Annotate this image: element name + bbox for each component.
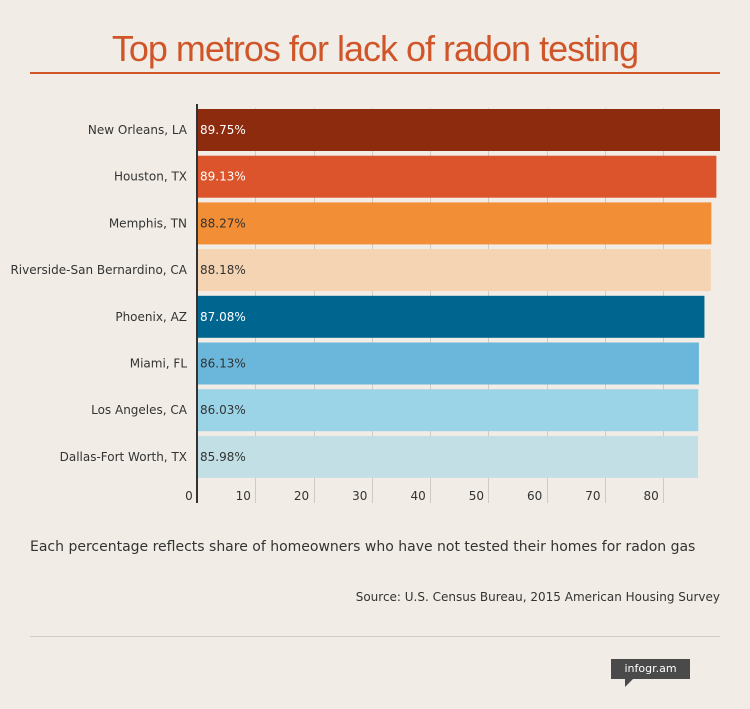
category-label: Riverside-San Bernardino, CA xyxy=(10,263,187,277)
bar xyxy=(197,295,705,338)
bars xyxy=(197,109,720,478)
category-label: Miami, FL xyxy=(130,357,188,371)
category-label: Los Angeles, CA xyxy=(91,403,188,417)
bar xyxy=(197,249,711,292)
x-tick-label: 50 xyxy=(469,489,484,503)
category-label: Houston, TX xyxy=(114,170,187,184)
value-labels: 89.75% 89.13% 88.27% 88.18% 87.08% 86.13% 86.0… xyxy=(200,123,246,464)
brand-badge-tail xyxy=(625,679,633,687)
category-label: Memphis, TN xyxy=(109,216,187,230)
x-axis-ticks: 0 10 20 30 40 50 60 70 80 xyxy=(185,489,659,503)
bar xyxy=(197,109,720,151)
category-label: Dallas-Fort Worth, TX xyxy=(60,450,187,464)
value-label: 89.75% xyxy=(200,123,246,137)
x-tick-label: 10 xyxy=(236,489,251,503)
value-label: 87.08% xyxy=(200,310,246,324)
x-tick-label: 20 xyxy=(294,489,309,503)
category-labels: New Orleans, LA Houston, TX Memphis, TN Riv… xyxy=(10,123,187,464)
bar xyxy=(197,155,717,198)
value-label: 88.18% xyxy=(200,263,246,277)
x-tick-label: 30 xyxy=(352,489,367,503)
bar xyxy=(197,389,699,432)
chart-note: Each percentage reflects share of homeow… xyxy=(30,539,696,555)
bar xyxy=(197,435,699,478)
category-label: New Orleans, LA xyxy=(88,123,188,137)
source-credit: Source: U.S. Census Bureau, 2015 America… xyxy=(355,590,720,604)
x-tick-label: 40 xyxy=(410,489,425,503)
x-tick-label: 0 xyxy=(185,489,193,503)
value-label: 89.13% xyxy=(200,170,246,184)
value-label: 88.27% xyxy=(200,216,246,230)
x-tick-label: 80 xyxy=(644,489,659,503)
value-label: 86.13% xyxy=(200,357,246,371)
x-tick-label: 70 xyxy=(585,489,600,503)
bar xyxy=(197,202,712,245)
infogram-brand-badge[interactable]: infogr.am xyxy=(611,659,690,679)
category-label: Phoenix, AZ xyxy=(115,310,187,324)
value-label: 86.03% xyxy=(200,403,246,417)
bar xyxy=(197,342,699,385)
footer-divider xyxy=(30,636,720,637)
value-label: 85.98% xyxy=(200,450,246,464)
bar-chart: New Orleans, LA Houston, TX Memphis, TN Riv… xyxy=(10,104,720,503)
x-tick-label: 60 xyxy=(527,489,542,503)
title-underline xyxy=(30,72,720,74)
chart-title: Top metros for lack of radon testing xyxy=(111,28,639,69)
